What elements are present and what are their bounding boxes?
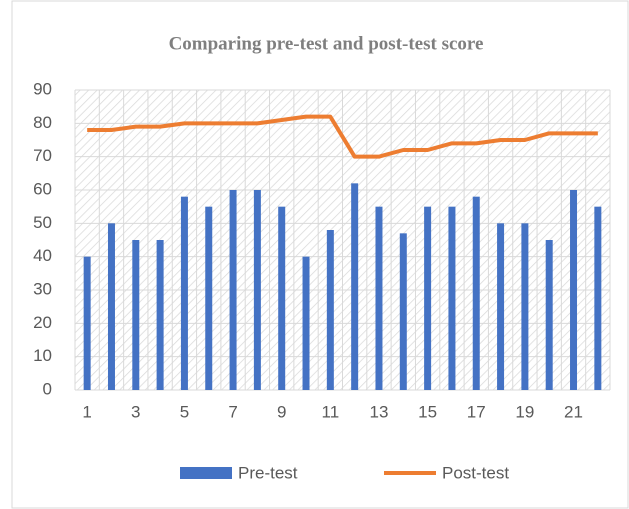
- x-tick-label: 1: [82, 402, 91, 421]
- bar: [448, 206, 456, 390]
- y-tick-label: 70: [33, 146, 52, 165]
- y-tick-label: 50: [33, 213, 52, 232]
- bar: [399, 233, 407, 390]
- y-tick-label: 80: [33, 113, 52, 132]
- legend-label: Post-test: [442, 463, 509, 482]
- bar: [570, 190, 578, 390]
- bar: [83, 256, 91, 390]
- line: [87, 114, 598, 159]
- bar: [326, 230, 334, 390]
- x-tick-label: 13: [370, 402, 389, 421]
- y-tick-label: 20: [33, 313, 52, 332]
- bar: [278, 206, 286, 390]
- y-tick-label: 0: [43, 379, 52, 398]
- x-tick-label: 15: [418, 402, 437, 421]
- bar: [594, 206, 602, 390]
- bar: [107, 223, 115, 390]
- chart-title: Comparing pre-test and post-test score: [169, 33, 484, 54]
- bar: [424, 206, 432, 390]
- x-tick-label: 11: [322, 402, 340, 421]
- legend-swatch: [180, 467, 232, 479]
- bar: [302, 256, 310, 390]
- x-tick-label: 9: [277, 402, 286, 421]
- bar: [521, 223, 529, 390]
- x-tick-label: 21: [564, 402, 583, 421]
- legend-label: Pre-test: [238, 463, 298, 482]
- bar: [229, 190, 237, 390]
- y-tick-label: 30: [33, 279, 52, 298]
- x-tick-label: 7: [228, 402, 237, 421]
- y-tick-label: 10: [33, 346, 52, 365]
- bar: [253, 190, 261, 390]
- y-tick-label: 60: [33, 179, 52, 198]
- bar: [180, 196, 188, 390]
- bar: [132, 240, 140, 390]
- bar: [545, 240, 553, 390]
- y-tick-label: 40: [33, 246, 52, 265]
- bar: [472, 196, 480, 390]
- bar: [351, 183, 359, 390]
- x-tick-label: 17: [467, 402, 486, 421]
- x-tick-label: 5: [180, 402, 189, 421]
- bar: [497, 223, 505, 390]
- x-tick-label: 19: [515, 402, 534, 421]
- bar: [205, 206, 213, 390]
- bar: [375, 206, 383, 390]
- bar: [156, 240, 164, 390]
- y-tick-label: 90: [33, 79, 52, 98]
- x-tick-label: 3: [131, 402, 140, 421]
